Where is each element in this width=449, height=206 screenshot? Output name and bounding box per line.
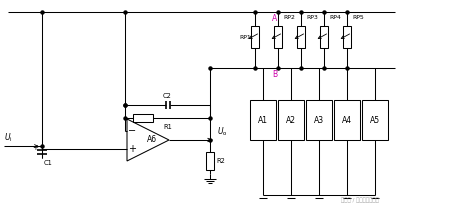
Bar bbox=[343, 26, 351, 48]
Text: A6: A6 bbox=[147, 136, 157, 144]
Text: C1: C1 bbox=[44, 160, 53, 166]
Text: RP2: RP2 bbox=[283, 14, 295, 20]
Text: +: + bbox=[128, 144, 136, 154]
Text: A4: A4 bbox=[342, 116, 352, 124]
Text: RP4: RP4 bbox=[329, 14, 341, 20]
Bar bbox=[306, 100, 332, 140]
Bar bbox=[362, 100, 388, 140]
Text: A2: A2 bbox=[286, 116, 296, 124]
Text: A: A bbox=[272, 14, 277, 23]
Text: 头条号 / 电子工程师小李: 头条号 / 电子工程师小李 bbox=[341, 197, 379, 203]
Text: RP3: RP3 bbox=[306, 14, 318, 20]
Text: +: + bbox=[32, 145, 38, 151]
Bar bbox=[334, 100, 360, 140]
Text: $U_\mathrm{o}$: $U_\mathrm{o}$ bbox=[217, 125, 228, 138]
Text: B: B bbox=[272, 70, 277, 79]
Text: $U_\mathrm{i}$: $U_\mathrm{i}$ bbox=[4, 131, 13, 144]
Bar bbox=[206, 152, 214, 170]
Text: A3: A3 bbox=[314, 116, 324, 124]
Bar bbox=[297, 26, 305, 48]
Bar bbox=[250, 100, 276, 140]
Text: A1: A1 bbox=[258, 116, 268, 124]
Bar bbox=[320, 26, 328, 48]
Bar bbox=[278, 100, 304, 140]
Text: R2: R2 bbox=[216, 158, 225, 164]
Bar bbox=[274, 26, 282, 48]
Text: −: − bbox=[128, 126, 136, 136]
Bar bbox=[251, 26, 259, 48]
Text: RP1: RP1 bbox=[239, 34, 251, 40]
Text: A5: A5 bbox=[370, 116, 380, 124]
Text: R1: R1 bbox=[163, 124, 172, 130]
Bar bbox=[133, 114, 153, 122]
Text: C2: C2 bbox=[163, 93, 172, 99]
Text: RP5: RP5 bbox=[352, 14, 364, 20]
